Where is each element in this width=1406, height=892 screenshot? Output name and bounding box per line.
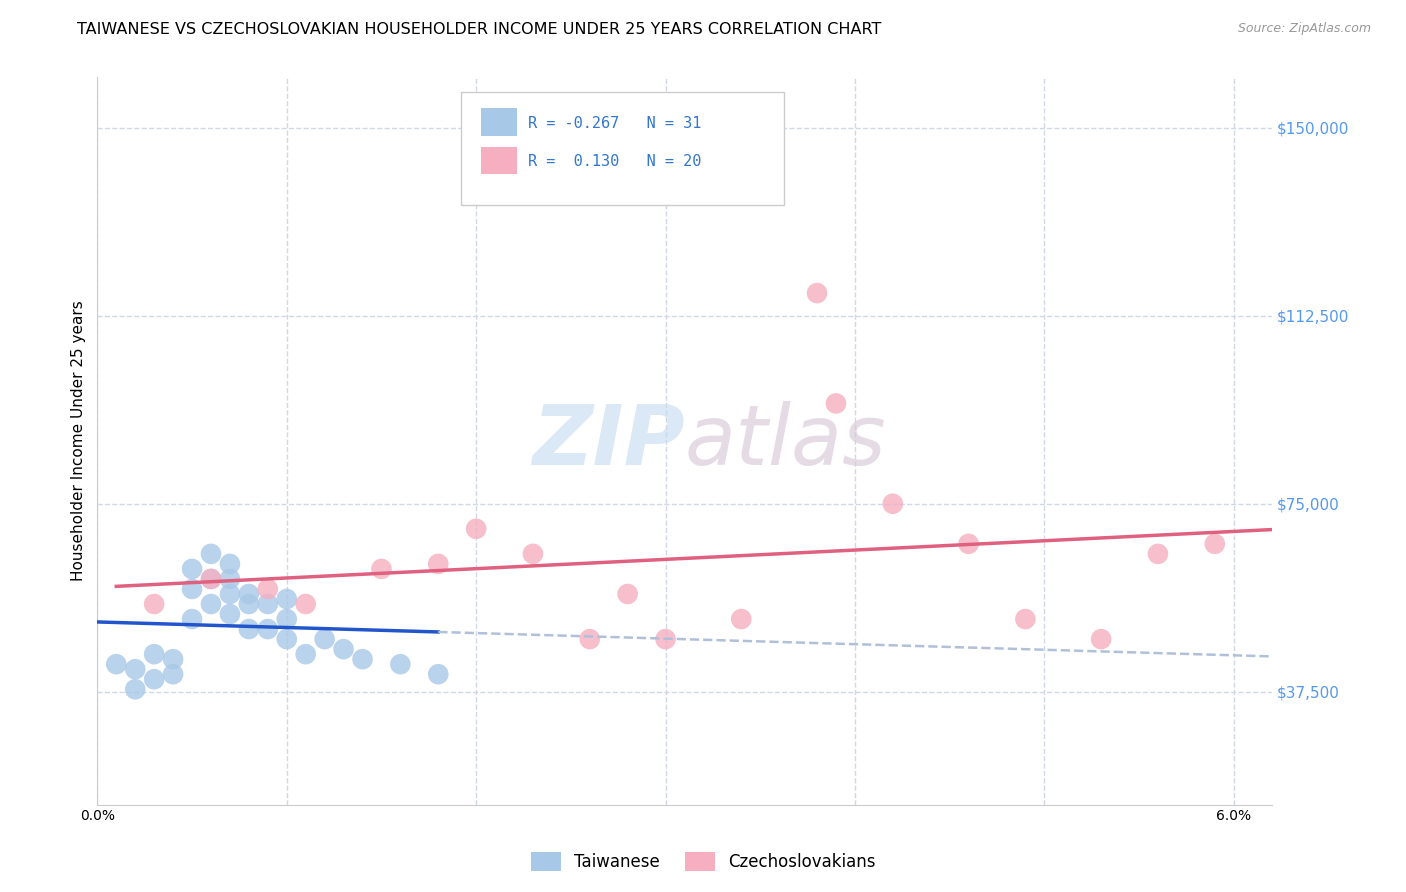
Point xyxy=(219,607,242,621)
Point xyxy=(256,622,278,636)
Point xyxy=(162,652,184,666)
Point xyxy=(143,597,166,611)
Point xyxy=(143,672,166,686)
Text: atlas: atlas xyxy=(685,401,886,482)
Point xyxy=(806,286,828,301)
Point xyxy=(162,667,184,681)
Point xyxy=(238,622,260,636)
Point xyxy=(882,497,904,511)
Point xyxy=(200,547,222,561)
Point xyxy=(219,557,242,571)
Point xyxy=(124,662,146,676)
Point xyxy=(1204,537,1226,551)
Point xyxy=(730,612,752,626)
Point xyxy=(294,597,316,611)
Point xyxy=(616,587,638,601)
Point xyxy=(200,597,222,611)
Point xyxy=(370,562,392,576)
Point xyxy=(332,642,354,657)
Point xyxy=(181,562,204,576)
Point xyxy=(256,582,278,596)
Point xyxy=(238,597,260,611)
Point xyxy=(276,612,298,626)
Point xyxy=(957,537,980,551)
Bar xyxy=(481,146,516,174)
Point xyxy=(219,587,242,601)
Text: R = -0.267   N = 31: R = -0.267 N = 31 xyxy=(529,116,702,131)
Point xyxy=(825,396,848,410)
Point xyxy=(181,612,204,626)
Point xyxy=(256,597,278,611)
Point xyxy=(105,657,128,672)
Text: ZIP: ZIP xyxy=(531,401,685,482)
Text: Source: ZipAtlas.com: Source: ZipAtlas.com xyxy=(1237,22,1371,36)
Point xyxy=(143,647,166,661)
Point xyxy=(276,592,298,607)
Point xyxy=(200,572,222,586)
Point xyxy=(578,632,600,647)
Y-axis label: Householder Income Under 25 years: Householder Income Under 25 years xyxy=(72,301,86,582)
Bar xyxy=(481,108,516,136)
Point xyxy=(427,557,450,571)
FancyBboxPatch shape xyxy=(461,92,785,204)
Point xyxy=(238,587,260,601)
Point xyxy=(522,547,544,561)
Point xyxy=(1147,547,1170,561)
Text: R =  0.130   N = 20: R = 0.130 N = 20 xyxy=(529,153,702,169)
Point xyxy=(294,647,316,661)
Point xyxy=(427,667,450,681)
Point xyxy=(219,572,242,586)
Point xyxy=(389,657,412,672)
Point xyxy=(352,652,374,666)
Point xyxy=(465,522,488,536)
Point xyxy=(1090,632,1112,647)
Point xyxy=(1014,612,1036,626)
Point xyxy=(276,632,298,647)
Text: TAIWANESE VS CZECHOSLOVAKIAN HOUSEHOLDER INCOME UNDER 25 YEARS CORRELATION CHART: TAIWANESE VS CZECHOSLOVAKIAN HOUSEHOLDER… xyxy=(77,22,882,37)
Point xyxy=(314,632,336,647)
Legend: Taiwanese, Czechoslovakians: Taiwanese, Czechoslovakians xyxy=(522,843,884,880)
Point xyxy=(200,572,222,586)
Point xyxy=(124,682,146,697)
Point xyxy=(654,632,676,647)
Point xyxy=(181,582,204,596)
